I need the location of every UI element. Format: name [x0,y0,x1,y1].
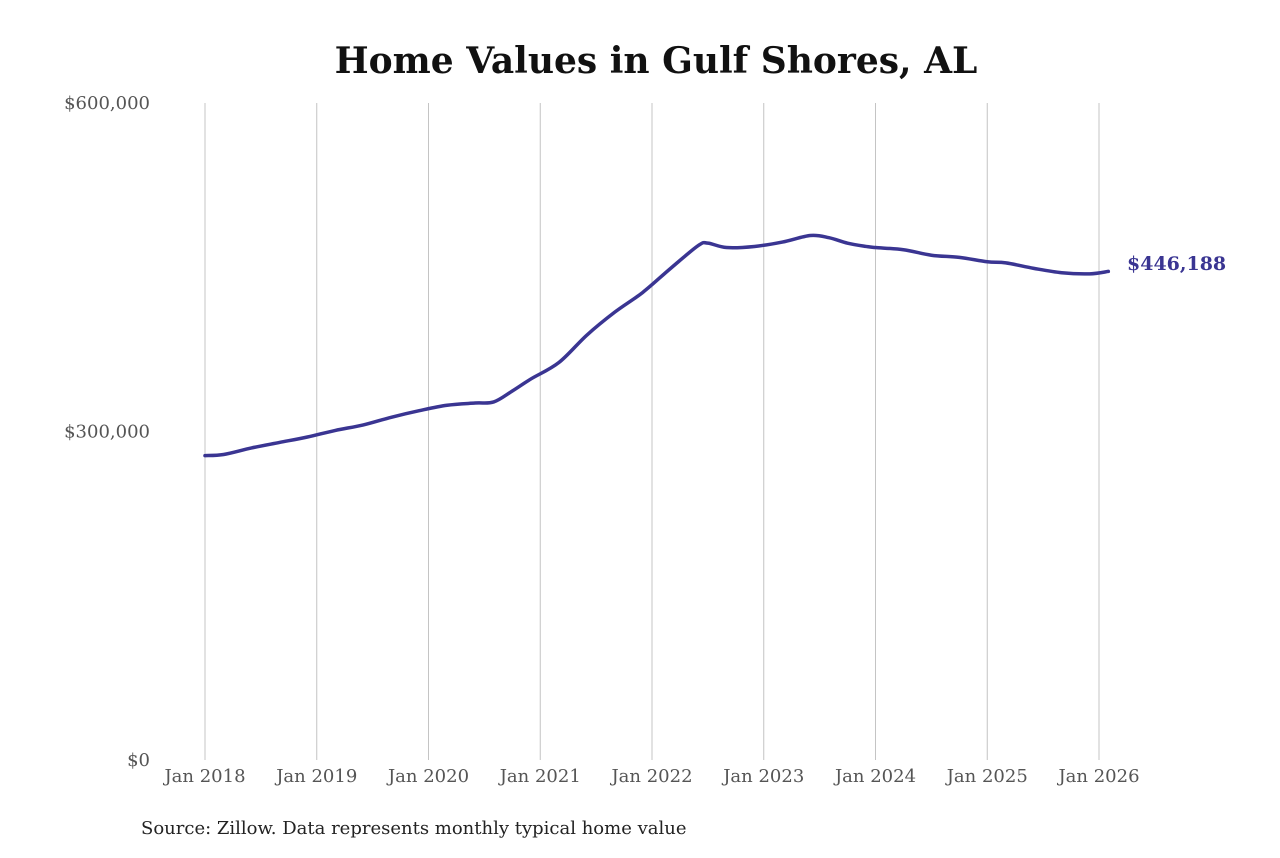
data-point [222,452,226,456]
x-axis-ticks: Jan 2018 Jan 2019 Jan 2020 Jan 2021 Jan 2022… [162,766,1139,787]
data-point [641,290,645,294]
data-point [697,243,701,247]
y-axis-ticks: $0 $300,000 $600,000 [64,93,150,771]
data-point [613,310,617,314]
data-point [985,260,989,264]
data-point [752,244,756,248]
data-point [1106,269,1110,273]
data-point [473,401,477,405]
data-point [250,446,254,450]
data-point [361,423,365,427]
data-point [305,435,309,439]
data-point [864,244,868,248]
data-point [874,246,878,250]
x-tick-label: Jan 2025 [945,766,1028,787]
series-line-0 [203,233,1111,458]
grid-lines [204,103,1100,760]
y-tick-label: $0 [127,750,150,771]
x-tick-label: Jan 2026 [1056,766,1139,787]
data-point [585,333,589,337]
x-tick-label: Jan 2021 [498,766,581,787]
data-point [333,428,337,432]
data-point [669,266,673,270]
data-point [901,248,905,252]
data-point [389,415,393,419]
data-point [827,236,831,240]
end-value-label: $446,188 [1127,253,1226,275]
x-tick-label: Jan 2022 [609,766,692,787]
data-point [529,377,533,381]
source-note: Source: Zillow. Data represents monthly … [141,818,687,839]
data-point [780,240,784,244]
x-tick-label: Jan 2023 [721,766,804,787]
data-point [706,241,710,245]
data-point [203,454,207,458]
x-tick-label: Jan 2019 [274,766,357,787]
data-point [1004,261,1008,265]
data-point [1060,271,1064,275]
y-tick-label: $300,000 [64,422,150,443]
data-point [492,400,496,404]
data-point [445,403,449,407]
series-layer [203,233,1111,458]
data-point [510,389,514,393]
data-point [725,246,729,250]
data-point [557,361,561,365]
x-tick-label: Jan 2024 [833,766,916,787]
x-tick-label: Jan 2020 [386,766,469,787]
data-point [846,241,850,245]
y-tick-label: $600,000 [64,93,150,114]
data-point [278,440,282,444]
data-point [808,233,812,237]
data-point [417,409,421,413]
data-point [1088,272,1092,276]
x-tick-label: Jan 2018 [162,766,245,787]
data-point [957,255,961,259]
chart-title: Home Values in Gulf Shores, AL [335,40,978,82]
data-point [929,253,933,257]
data-point [1032,266,1036,270]
